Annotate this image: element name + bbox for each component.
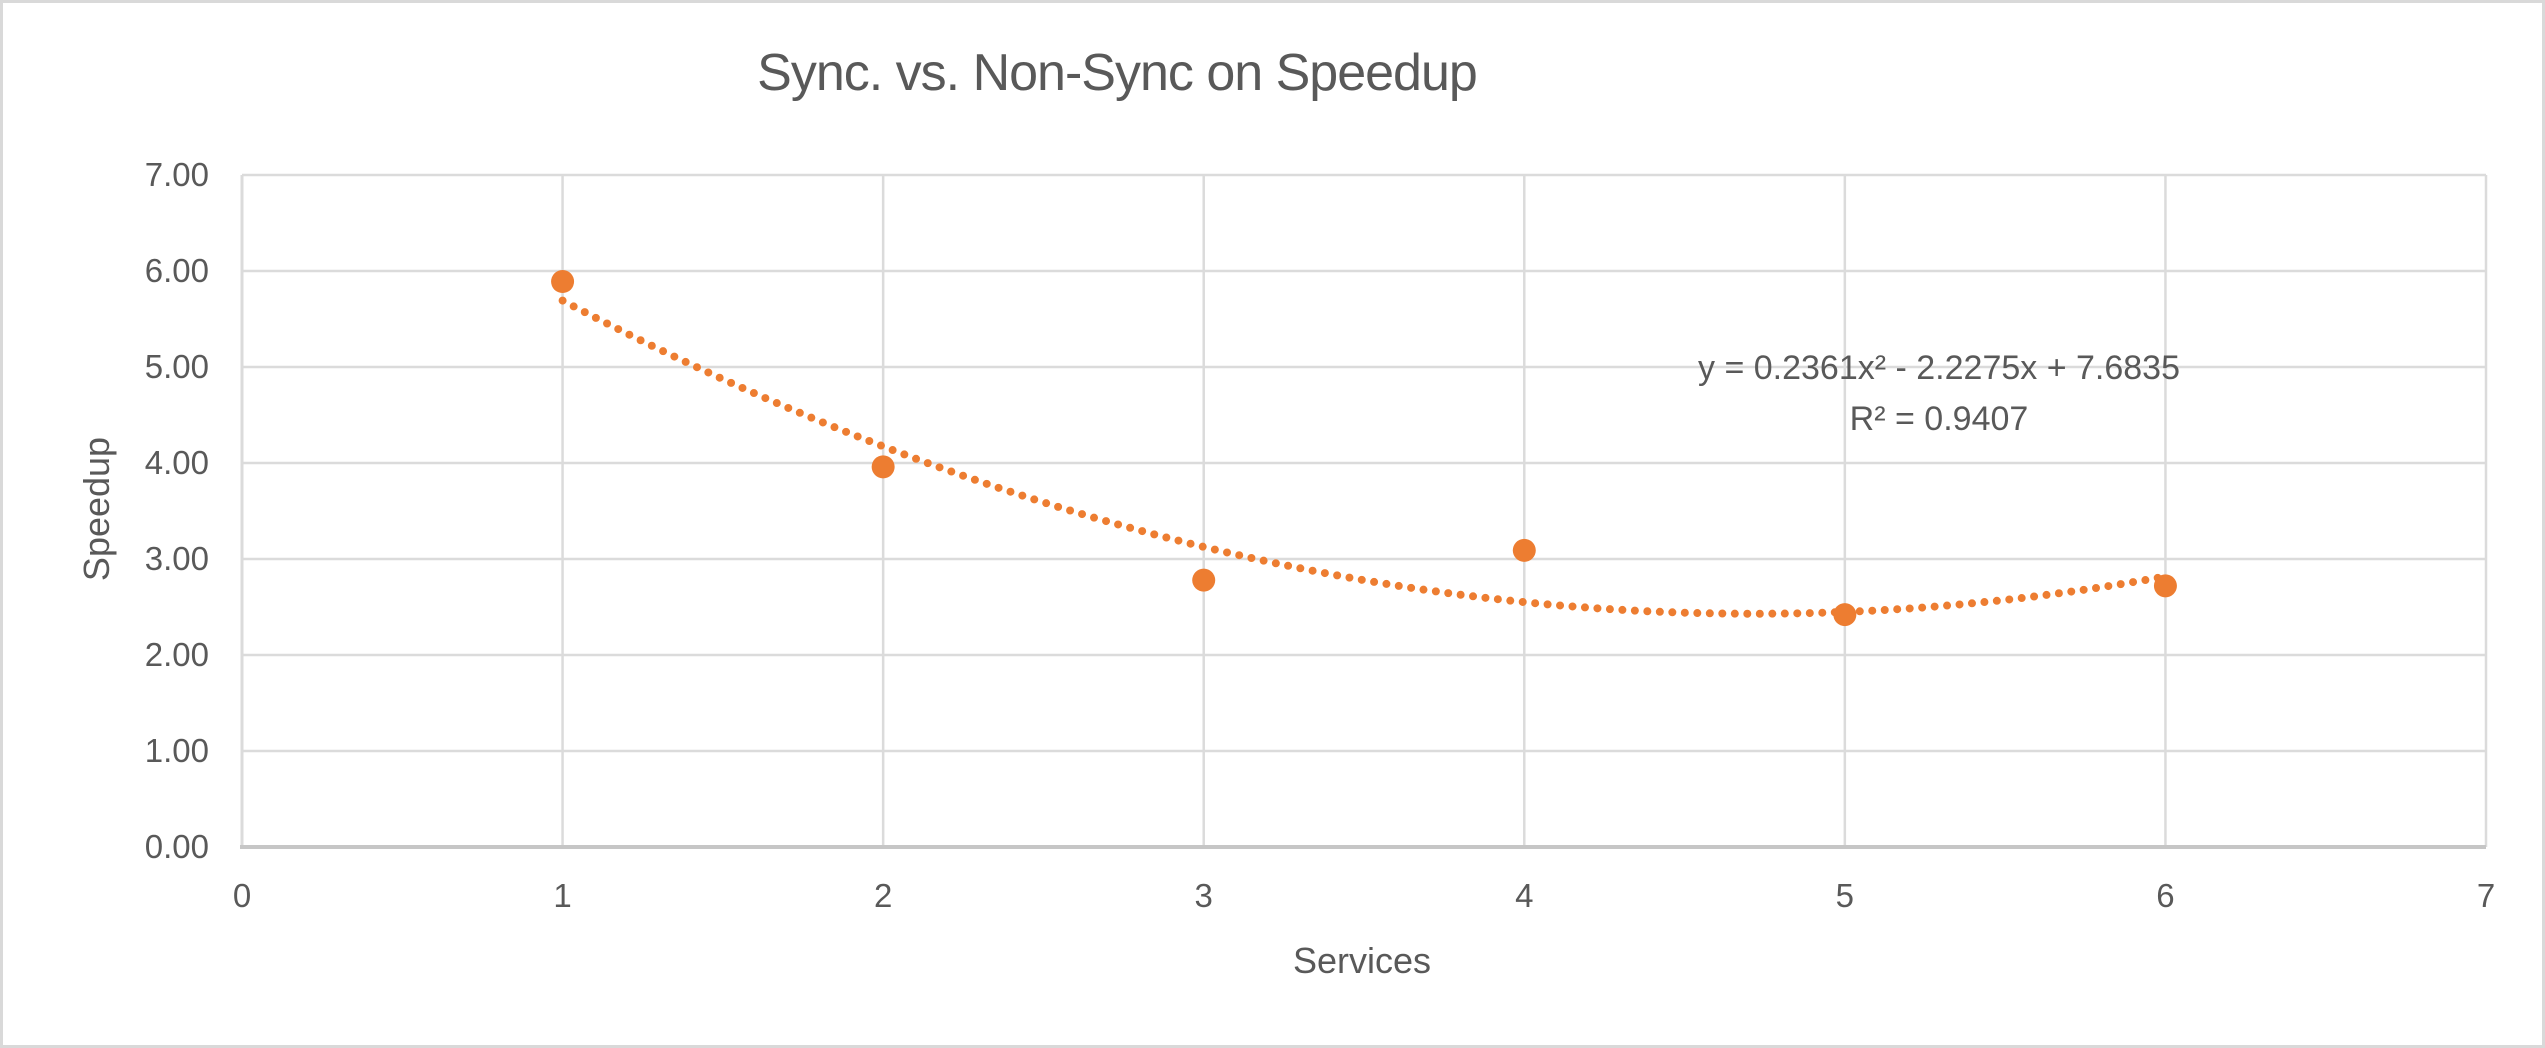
- data-point: [871, 455, 895, 479]
- x-axis-title: Services: [1292, 940, 1432, 981]
- data-point: [1512, 538, 1536, 562]
- y-axis-title: Speedup: [76, 436, 117, 582]
- data-point: [1192, 568, 1216, 592]
- data-point: [551, 270, 575, 294]
- data-point: [1833, 603, 1857, 627]
- data-point: [2153, 574, 2177, 598]
- trendline-equation: y = 0.2361x² - 2.2275x + 7.6835: [1697, 349, 2181, 387]
- trendline-equation-block: y = 0.2361x² - 2.2275x + 7.6835 R² = 0.9…: [1698, 343, 2180, 445]
- plot-area: [240, 173, 2488, 849]
- trendline: [558, 296, 2170, 618]
- chart-title: Sync. vs. Non-Sync on Speedup: [757, 44, 1478, 102]
- trendline-r-squared: R² = 0.9407: [1849, 400, 2029, 438]
